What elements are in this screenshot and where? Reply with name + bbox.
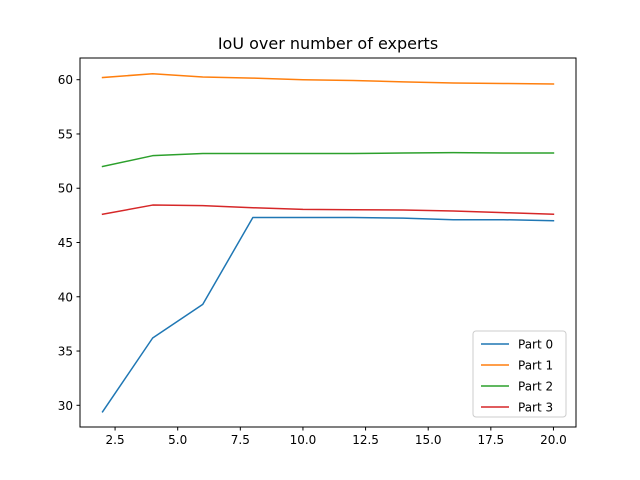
x-tick-label: 5.0	[168, 433, 187, 447]
chart-title: IoU over number of experts	[218, 34, 438, 53]
y-tick-label: 35	[58, 345, 73, 359]
axes-group: 2.5 5.0 7.5 10.0 12.5 15.0 17.5 20.0 30 35 40 45 50 5…	[58, 57, 577, 447]
legend-label-part-3: Part 3	[518, 401, 553, 415]
series-line-part-0	[101, 216, 555, 413]
y-tick-label: 60	[58, 73, 73, 87]
y-tick-label: 40	[58, 290, 73, 304]
x-tick-label: 17.5	[477, 433, 504, 447]
y-tick-label: 45	[58, 236, 73, 250]
x-tick-label: 12.5	[352, 433, 379, 447]
x-tick-label: 7.5	[231, 433, 250, 447]
x-tick-label: 15.0	[415, 433, 442, 447]
series-group	[101, 72, 555, 413]
series-line-part-3	[101, 204, 555, 216]
y-tick-label: 30	[58, 399, 73, 413]
legend-label-part-1: Part 1	[518, 359, 553, 373]
legend-label-part-0: Part 0	[518, 338, 553, 352]
y-tick-label: 50	[58, 182, 73, 196]
y-tick-label: 55	[58, 127, 73, 141]
x-tick-label: 10.0	[290, 433, 317, 447]
legend: Part 0 Part 1 Part 2 Part 3	[472, 330, 567, 418]
x-tick-label: 2.5	[106, 433, 125, 447]
legend-label-part-2: Part 2	[518, 380, 553, 394]
series-line-part-2	[101, 151, 555, 168]
series-line-part-1	[101, 72, 555, 85]
x-tick-label: 20.0	[540, 433, 567, 447]
legend-box	[472, 330, 567, 418]
